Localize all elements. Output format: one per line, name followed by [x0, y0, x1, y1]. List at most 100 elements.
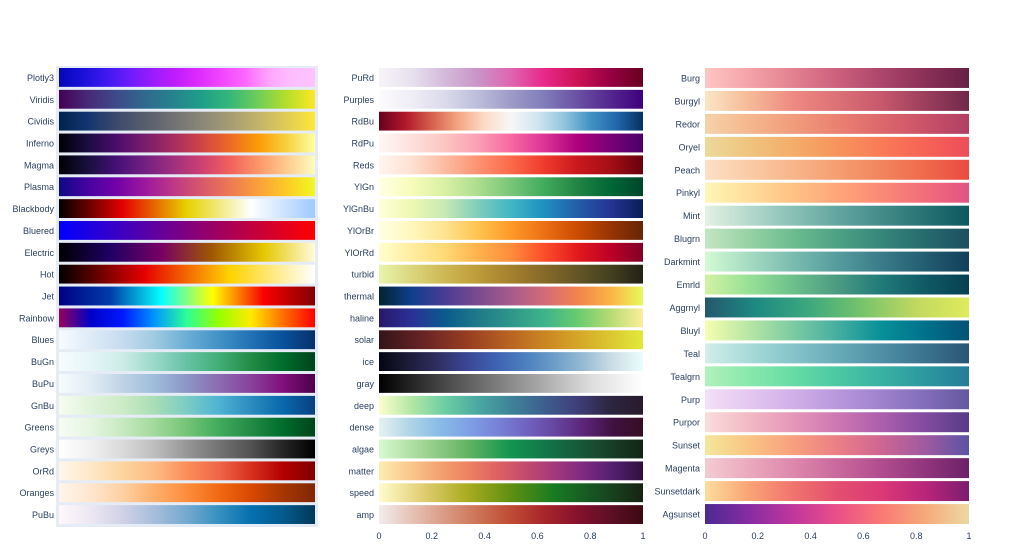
colorscale-panel-right: Burg Burgyl Redor Oryel Peach Pinkyl Mint Blugr… [654, 68, 972, 541]
colorscale-bar-ice [379, 352, 643, 371]
colorscale-label-rainbow: Rainbow [19, 313, 55, 323]
colorscale-label-sunset: Sunset [672, 441, 701, 451]
x-tick-label: 0.4 [804, 531, 817, 541]
colorscale-bar-purpor [705, 412, 969, 433]
colorscale-bar-ylorbr [379, 221, 643, 240]
colorscale-label-rdbu: RdBu [351, 117, 374, 127]
colorscale-label-tealgrn: Tealgrn [670, 372, 700, 382]
colorscale-bar-aggrnyl [705, 297, 969, 318]
x-tick-label: 0.8 [910, 531, 923, 541]
colorscale-bar-reds [379, 155, 643, 175]
x-tick-label: 0 [376, 531, 381, 541]
colorscale-label-oranges: Oranges [19, 488, 54, 498]
colorscale-label-bupu: BuPu [32, 379, 54, 389]
x-tick-label: 0.6 [531, 531, 544, 541]
colorscale-bar-tealgrn [705, 366, 969, 387]
colorscale-bar-pubu [59, 505, 315, 524]
colorscale-bar-thermal [379, 286, 643, 306]
colorscale-label-cividis: Cividis [27, 117, 54, 127]
colorscale-label-solar: solar [354, 335, 374, 345]
colorscale-label-inferno: Inferno [26, 139, 54, 149]
colorscale-label-burg: Burg [681, 73, 700, 83]
colorscale-bar-magma [59, 155, 315, 175]
colorscale-bar-oryel [705, 136, 969, 157]
colorscale-label-peach: Peach [674, 165, 700, 175]
colorscale-label-haline: haline [350, 313, 374, 323]
colorscale-label-bluered: Bluered [23, 226, 54, 236]
colorscale-bar-rdbu [379, 111, 643, 131]
colorscale-label-blackbody: Blackbody [12, 204, 54, 214]
colorscale-label-teal: Teal [683, 349, 700, 359]
colorscale-bar-orrd [59, 461, 315, 481]
colorscale-label-oryel: Oryel [678, 142, 700, 152]
colorscale-bar-cividis [59, 111, 315, 131]
colorscale-bar-darkmint [705, 251, 969, 272]
colorscale-bar-viridis [59, 89, 315, 109]
colorscale-bar-rdpu [379, 133, 643, 153]
colorscale-label-bugn: BuGn [31, 357, 54, 367]
colorscale-bar-redor [705, 113, 969, 134]
colorscale-bar-speed [379, 483, 643, 503]
colorscale-panel-left: Plotly3 Viridis Cividis Inferno Magma Plasma B… [12, 66, 318, 527]
colorscale-label-reds: Reds [353, 160, 375, 170]
colorscale-label-greys: Greys [30, 445, 55, 455]
colorscale-bar-sunset [705, 435, 969, 456]
colorscale-label-agsunset: Agsunset [662, 510, 700, 520]
colorscale-label-burgyl: Burgyl [674, 96, 700, 106]
colorscale-bar-haline [379, 308, 643, 328]
colorscale-bar-purd [379, 68, 643, 87]
colorscale-bar-hot [59, 264, 315, 284]
colorscale-bar-ylorrd [379, 242, 643, 262]
colorscale-label-purd: PuRd [351, 73, 374, 83]
colorscale-bar-pinkyl [705, 182, 969, 203]
colorscale-label-ylgnbu: YlGnBu [343, 204, 374, 214]
x-tick-label: 0.2 [426, 531, 439, 541]
colorscale-label-aggrnyl: Aggrnyl [669, 303, 700, 313]
colorscale-label-ice: ice [362, 357, 374, 367]
x-tick-label: 0.6 [857, 531, 870, 541]
colorscale-bar-blackbody [59, 199, 315, 218]
colorscale-label-hot: Hot [40, 270, 55, 280]
x-tick-label: 0.2 [752, 531, 765, 541]
colorscale-label-amp: amp [356, 510, 374, 520]
colorscale-bar-bugn [59, 352, 315, 371]
colorscale-bar-deep [379, 395, 643, 415]
colorscale-label-greens: Greens [24, 423, 54, 433]
colorscale-label-ylgn: YlGn [354, 182, 374, 192]
colorscale-bar-inferno [59, 133, 315, 153]
colorscale-bar-mint [705, 205, 969, 226]
colorscale-label-redor: Redor [675, 119, 700, 129]
colorscale-bar-dense [379, 417, 643, 437]
colorscale-bar-bluered [59, 221, 315, 240]
colorscale-bar-plasma [59, 177, 315, 197]
colorscale-bar-magenta [705, 458, 969, 479]
x-tick-label: 0.8 [584, 531, 597, 541]
colorscale-bar-ylgnbu [379, 199, 643, 218]
colorscale-label-darkmint: Darkmint [664, 257, 701, 267]
colorscale-label-deep: deep [354, 401, 374, 411]
x-tick-label: 1 [966, 531, 971, 541]
colorscale-bar-agsunset [705, 504, 969, 524]
colorscale-label-gnbu: GnBu [31, 401, 54, 411]
colorscale-label-bluyl: Bluyl [680, 326, 700, 336]
colorscale-label-magma: Magma [24, 160, 54, 170]
colorscale-bar-gnbu [59, 395, 315, 415]
colorscale-label-sunsetdark: Sunsetdark [654, 487, 700, 497]
colorscale-label-ylorbr: YlOrBr [347, 226, 374, 236]
colorscale-label-matter: matter [348, 466, 374, 476]
colorscale-bar-purp [705, 389, 969, 410]
colorscale-bar-electric [59, 242, 315, 262]
colorscale-label-plasma: Plasma [24, 182, 54, 192]
colorscale-label-blugrn: Blugrn [674, 234, 700, 244]
colorscale-bar-sunsetdark [705, 481, 969, 502]
colorscale-bar-solar [379, 330, 643, 350]
colorscale-label-purples: Purples [343, 95, 374, 105]
colorscale-label-pinkyl: Pinkyl [676, 188, 700, 198]
colorscale-label-jet: Jet [42, 292, 55, 302]
colorscale-label-electric: Electric [24, 248, 54, 258]
colorscale-bar-burg [705, 68, 969, 88]
colorscale-label-viridis: Viridis [30, 95, 55, 105]
colorscale-label-pubu: PuBu [32, 510, 54, 520]
